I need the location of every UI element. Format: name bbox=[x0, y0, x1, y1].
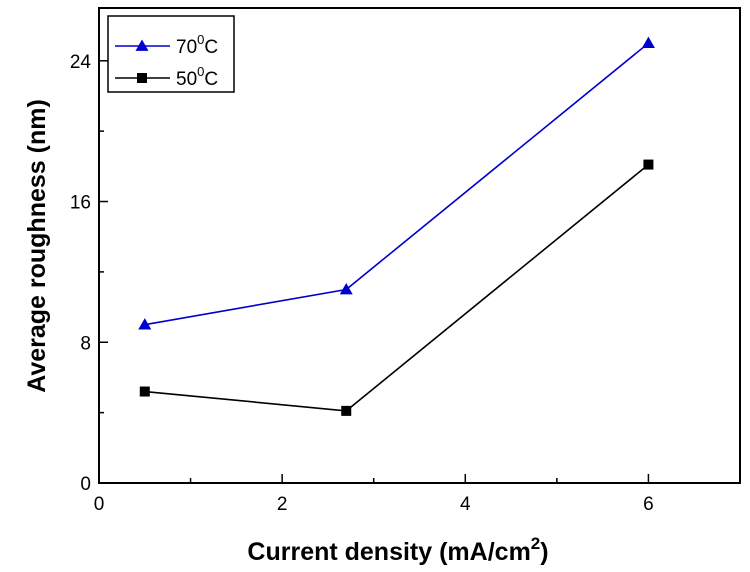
data-point bbox=[339, 282, 353, 295]
y-tick-label: 8 bbox=[80, 333, 91, 354]
data-point bbox=[641, 36, 655, 49]
data-point bbox=[643, 159, 654, 170]
y-tick-label: 16 bbox=[70, 193, 91, 214]
x-tick-label: 4 bbox=[460, 494, 471, 515]
legend-label: 700C bbox=[176, 32, 218, 58]
x-tick-label: 0 bbox=[94, 494, 105, 515]
legend-entry: 700C bbox=[115, 32, 218, 58]
series-50C bbox=[139, 159, 654, 416]
legend-marker bbox=[135, 39, 149, 51]
x-tick-label: 2 bbox=[277, 494, 288, 515]
series-layer bbox=[138, 36, 655, 416]
series-line bbox=[144, 163, 649, 412]
data-point bbox=[341, 405, 352, 416]
x-axis-title: Current density (mA/cm2) bbox=[247, 534, 548, 566]
legend-label: 500C bbox=[176, 64, 218, 90]
legend-entry: 500C bbox=[115, 64, 218, 90]
legend: 700C 500C bbox=[107, 15, 235, 93]
legend-marker bbox=[137, 73, 147, 83]
y-tick-label: 24 bbox=[70, 52, 92, 73]
plot-frame bbox=[98, 7, 741, 484]
x-tick-label: 6 bbox=[643, 494, 654, 515]
y-tick-label: 0 bbox=[80, 474, 91, 495]
y-axis-title: Average roughness (nm) bbox=[23, 99, 51, 393]
legend-box bbox=[107, 15, 235, 93]
series-70C bbox=[138, 36, 655, 330]
data-point bbox=[139, 386, 150, 397]
data-point bbox=[138, 318, 152, 330]
